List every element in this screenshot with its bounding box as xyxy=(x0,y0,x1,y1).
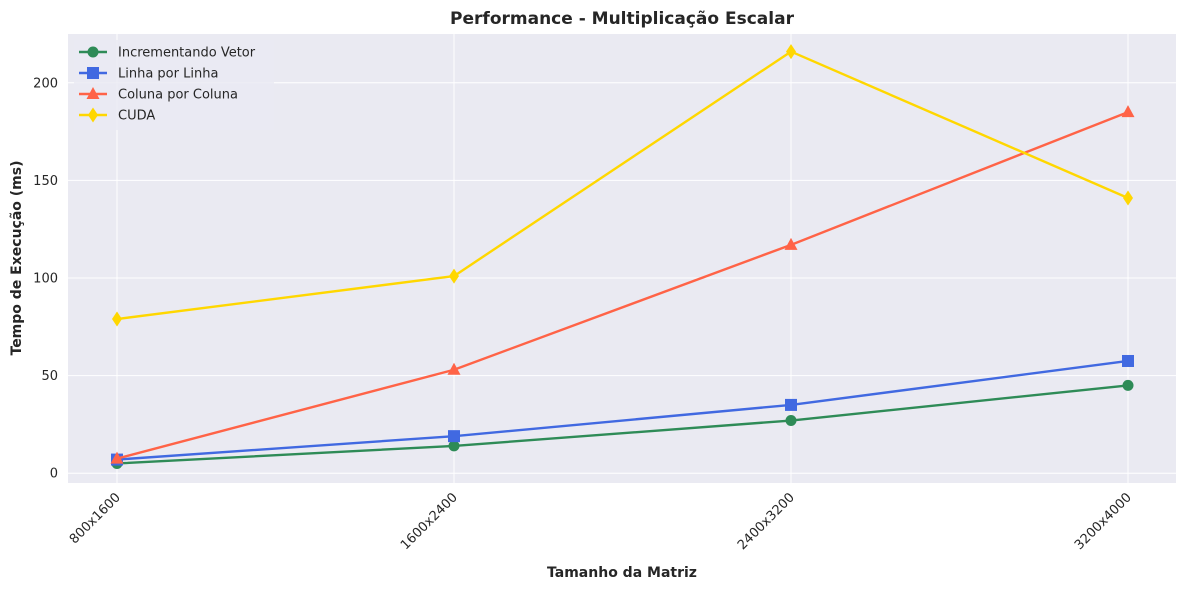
data-point-3-2 xyxy=(786,44,796,60)
x-axis-label: Tamanho da Matriz xyxy=(547,565,697,581)
y-tick-label-0: 0 xyxy=(50,467,58,482)
legend-box xyxy=(74,40,274,130)
legend-marker-1 xyxy=(87,67,99,79)
data-point-2-3 xyxy=(1121,105,1135,118)
x-tick-label-3: 3200x4000 xyxy=(1072,490,1135,553)
legend-label-0: Incrementando Vetor xyxy=(118,46,256,61)
chart-title: Performance - Multiplicação Escalar xyxy=(450,9,795,29)
y-tick-label-4: 200 xyxy=(33,76,58,91)
legend-marker-0 xyxy=(87,46,99,58)
y-axis-label: Tempo de Execução (ms) xyxy=(9,161,25,356)
series-line-2 xyxy=(116,110,1129,460)
data-point-3-3 xyxy=(1123,190,1133,206)
series-line-0 xyxy=(116,384,1129,465)
legend-marker-2 xyxy=(86,87,100,99)
data-point-1-1 xyxy=(448,430,460,443)
data-point-2-2 xyxy=(784,237,798,250)
x-tick-label-2: 2400x3200 xyxy=(735,490,798,553)
data-point-1-2 xyxy=(785,398,797,411)
data-point-0-3 xyxy=(1122,379,1134,391)
legend-label-3: CUDA xyxy=(118,109,155,124)
x-ticks: 800x1600 1600x2400 2400x3200 3200x4000 xyxy=(67,490,1135,553)
legend-label-1: Linha por Linha xyxy=(118,67,218,82)
legend: Incrementando Vetor Linha por Linha Coluna… xyxy=(74,40,274,130)
data-point-1-3 xyxy=(1122,354,1134,367)
data-point-0-2 xyxy=(785,415,797,427)
data-point-3-1 xyxy=(449,268,459,284)
data-point-2-0 xyxy=(110,451,124,464)
data-point-3-0 xyxy=(112,311,122,327)
data-point-2-1 xyxy=(447,362,461,375)
series-line-3 xyxy=(116,50,1129,321)
y-tick-label-2: 100 xyxy=(33,272,58,287)
series-line-1 xyxy=(116,359,1129,461)
data-point-0-1 xyxy=(448,440,460,452)
y-tick-label-1: 50 xyxy=(41,369,58,384)
series-group xyxy=(110,44,1135,469)
legend-label-2: Coluna por Coluna xyxy=(118,88,238,103)
x-tick-label-0: 800x1600 xyxy=(67,490,124,547)
x-tick-label-1: 1600x2400 xyxy=(398,490,461,553)
y-ticks: 0 50 100 150 200 xyxy=(33,76,58,481)
y-tick-label-3: 150 xyxy=(33,174,58,189)
legend-marker-3 xyxy=(88,107,98,123)
